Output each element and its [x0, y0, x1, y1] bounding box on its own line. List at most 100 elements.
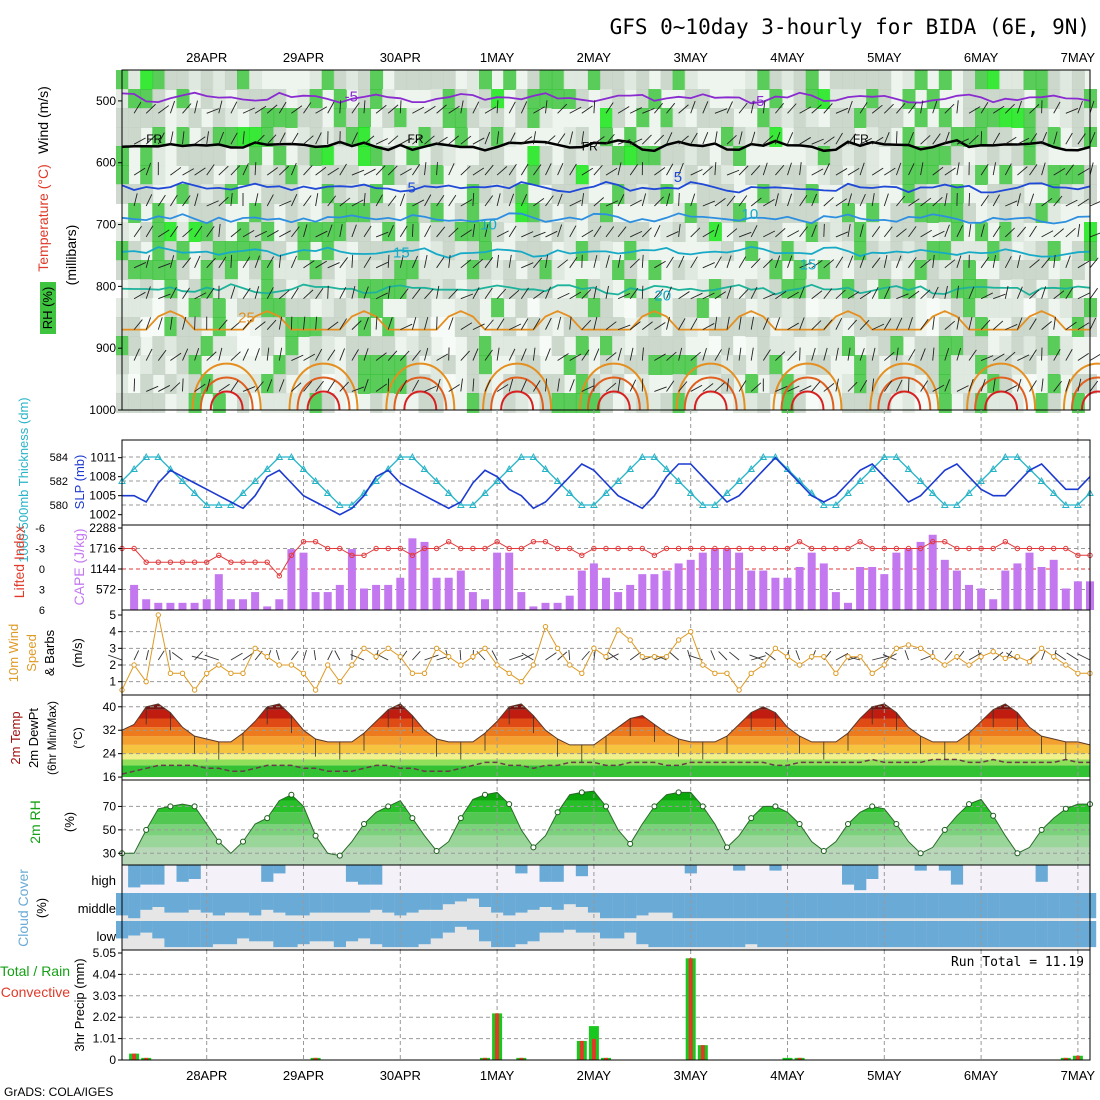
wind-barb: [400, 168, 412, 176]
wind-barb: [327, 195, 337, 207]
rh-point: [699, 803, 706, 810]
wind-barb: [145, 103, 156, 114]
cape-bar: [239, 599, 247, 610]
rh-cell: [866, 108, 880, 128]
rh-cell: [345, 108, 359, 128]
rh-cell: [454, 108, 468, 128]
cape-bar: [384, 584, 393, 610]
cloud-bar: [684, 921, 697, 948]
lifted-index-point: [954, 545, 960, 552]
rh-cell: [769, 355, 783, 375]
rh-cell: [321, 146, 335, 166]
rh-cell: [358, 146, 371, 166]
heat-dome-contour: [1080, 390, 1100, 411]
rh-cell: [551, 393, 565, 413]
precip-tick-label: 5.05: [93, 946, 117, 960]
rh-cell: [769, 298, 783, 318]
date-label-bottom: 7MAY: [1061, 1068, 1096, 1083]
rh-cell: [575, 355, 589, 375]
upper-wind-label: Wind (m/s): [35, 86, 51, 154]
cloud-bar: [684, 865, 697, 874]
surface-wind-barb: [303, 650, 307, 661]
wind-barb: [351, 169, 365, 176]
rh-cell: [527, 222, 541, 242]
wind-speed-point: [663, 653, 670, 660]
wind-barb: [666, 132, 673, 145]
wind-barb: [424, 347, 429, 361]
lifted-index-point: [917, 545, 924, 552]
wind-barb: [363, 100, 366, 114]
rh-cell: [382, 222, 396, 242]
wind-barb: [412, 379, 420, 392]
cape-bar: [226, 599, 235, 610]
surface-wind-barb: [194, 651, 203, 661]
wind-barb: [327, 285, 329, 299]
rh-cell: [708, 298, 722, 318]
wind-speed-point: [833, 670, 839, 677]
wind-barb: [1005, 200, 1018, 207]
rh-cell: [600, 108, 613, 128]
wind-barb: [557, 193, 563, 207]
rh-cell: [854, 279, 868, 299]
wind-barb: [206, 351, 217, 361]
rh-point: [748, 815, 755, 822]
wind-speed-point: [772, 645, 779, 652]
wind-barb: [327, 224, 333, 238]
rh-point: [530, 844, 537, 851]
wind-barb: [726, 134, 737, 145]
wind-barb: [290, 162, 297, 176]
wind-barb: [678, 135, 689, 145]
rh-point: [143, 826, 150, 833]
wind-barb: [678, 162, 684, 176]
wind-barb: [387, 165, 398, 176]
wind-barb: [436, 226, 446, 238]
wind-barb: [242, 131, 245, 145]
rh-cell: [842, 146, 855, 166]
rh-cell: [987, 70, 1001, 90]
wind-barb: [266, 287, 274, 299]
lifted-index-point: [1075, 552, 1081, 559]
cape-bar: [1025, 552, 1034, 610]
rh-cell: [491, 298, 505, 318]
wind-speed-point: [554, 645, 561, 652]
rh-cell: [563, 89, 577, 109]
wind-barb: [823, 383, 835, 392]
wind-barb: [303, 353, 316, 361]
contour-label: 15: [800, 257, 817, 274]
rh-cell: [963, 336, 976, 356]
rh-cell: [684, 203, 698, 223]
rh-cell: [418, 298, 432, 318]
wind-barb: [847, 224, 851, 237]
wind-barb: [303, 381, 313, 392]
wind-barb: [327, 321, 339, 330]
cloud-bar: [164, 921, 177, 948]
rh-cell: [612, 108, 626, 128]
thickness-point: [577, 500, 586, 508]
wind-barb: [351, 132, 358, 145]
thickness-point: [299, 464, 308, 472]
rh-cell: [1071, 184, 1085, 204]
wind-barb: [799, 106, 812, 114]
rh-cell: [249, 241, 263, 261]
rh-cell: [188, 184, 202, 204]
wind-barb: [327, 262, 340, 269]
rh-cell: [757, 260, 771, 280]
rh-cell: [781, 317, 795, 337]
wind-barb: [726, 255, 732, 268]
rh-cell: [273, 127, 287, 147]
wind-speed-point: [591, 645, 597, 652]
rh-cell: [963, 241, 976, 261]
wind-barb: [145, 255, 150, 268]
wind-barb: [980, 355, 994, 361]
wind-barb: [992, 378, 996, 392]
wind-barb: [375, 194, 383, 207]
cape-tick-label: 1716: [89, 542, 116, 556]
cape-bar: [795, 566, 804, 610]
rh-cell: [636, 241, 650, 261]
slp-axis-label: SLP (mb): [72, 455, 87, 510]
wind-speed-point: [639, 653, 645, 660]
rh-cell: [854, 70, 868, 90]
wind-barb: [315, 348, 323, 361]
rh-cell: [382, 146, 396, 166]
cloud-bar: [321, 921, 334, 942]
